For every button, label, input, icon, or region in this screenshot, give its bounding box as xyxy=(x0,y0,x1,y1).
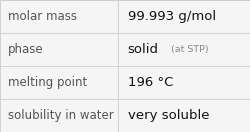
Text: (at STP): (at STP) xyxy=(171,45,208,54)
Text: molar mass: molar mass xyxy=(8,10,76,23)
Text: 196 °C: 196 °C xyxy=(128,76,173,89)
Text: melting point: melting point xyxy=(8,76,87,89)
Text: phase: phase xyxy=(8,43,43,56)
Text: 99.993 g/mol: 99.993 g/mol xyxy=(128,10,216,23)
Text: solubility in water: solubility in water xyxy=(8,109,113,122)
Text: very soluble: very soluble xyxy=(128,109,209,122)
Text: solid: solid xyxy=(128,43,158,56)
